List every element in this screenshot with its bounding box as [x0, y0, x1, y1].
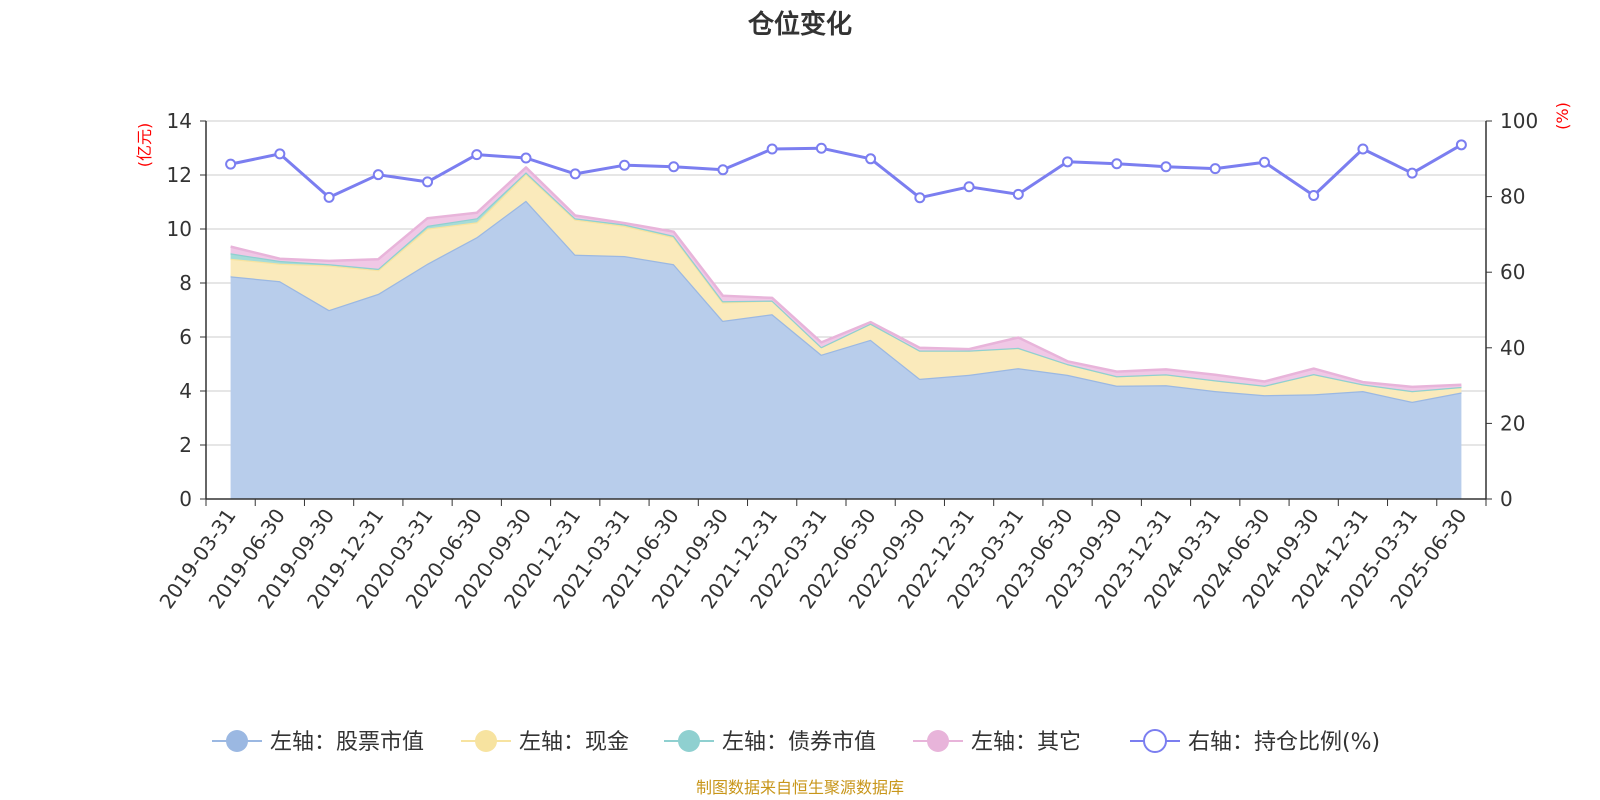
- holding-ratio-point: [668, 161, 680, 173]
- holding-ratio-point: [1111, 158, 1123, 170]
- holding-ratio-point: [422, 176, 434, 188]
- holding-ratio-point: [963, 181, 975, 193]
- area-line-series-4: [230, 166, 1462, 389]
- legend-label-2: 左轴：现金: [519, 730, 629, 755]
- holding-ratio-point: [717, 164, 729, 176]
- holding-ratio-point: [914, 192, 926, 204]
- right-tick-label: 100: [1500, 109, 1538, 133]
- holding-ratio-line: [230, 143, 1463, 200]
- holding-ratio-point: [569, 168, 581, 180]
- holding-ratio-point: [1258, 156, 1270, 168]
- left-tick-label: 0: [179, 487, 192, 511]
- stacked-areas: [230, 166, 1462, 499]
- legend-label-3: 左轴：债券市值: [722, 730, 876, 755]
- area-series-1: [230, 200, 1462, 499]
- legend-marker-1: [226, 730, 248, 752]
- left-tick-label: 10: [167, 217, 192, 241]
- holding-ratio-point: [471, 149, 483, 161]
- right-axis-unit: (%): [1553, 102, 1572, 130]
- holding-ratio-point: [1308, 189, 1320, 201]
- holding-ratio-point: [815, 142, 827, 154]
- holding-ratio-point: [225, 158, 237, 170]
- holding-ratio-series: [225, 139, 1467, 204]
- holding-ratio-point: [520, 152, 532, 164]
- holding-ratio-point: [323, 191, 335, 203]
- holding-ratio-point: [1357, 143, 1369, 155]
- chart-title: 仓位变化: [747, 9, 852, 40]
- holding-ratio-point: [274, 148, 286, 160]
- holding-ratio-point: [1160, 161, 1172, 173]
- holding-ratio-point: [1455, 139, 1467, 151]
- data-source-note: 制图数据来自恒生聚源数据库: [696, 778, 904, 797]
- right-tick-label: 80: [1500, 185, 1525, 209]
- legend: 左轴：股票市值 左轴：现金 左轴：债券市值 左轴：其它 右轴：持仓比例(%): [212, 729, 1380, 755]
- legend-marker-2: [475, 730, 497, 752]
- holding-ratio-point: [372, 169, 384, 181]
- left-tick-label: 14: [167, 109, 192, 133]
- holding-ratio-point: [1012, 188, 1024, 200]
- right-tick-label: 60: [1500, 260, 1525, 284]
- holding-ratio-point: [766, 143, 778, 155]
- left-tick-label: 12: [167, 163, 192, 187]
- legend-label-1: 左轴：股票市值: [270, 730, 424, 755]
- legend-marker-3: [678, 730, 700, 752]
- holding-ratio-point: [1209, 163, 1221, 175]
- legend-marker-5: [1143, 729, 1167, 753]
- left-tick-label: 4: [179, 379, 192, 403]
- area-line-series-1: [230, 199, 1462, 404]
- right-tick-label: 0: [1500, 487, 1513, 511]
- legend-marker-4: [927, 730, 949, 752]
- legend-label-5: 右轴：持仓比例(%): [1188, 730, 1380, 755]
- holding-ratio-point: [865, 153, 877, 165]
- holding-ratio-point: [1406, 167, 1418, 179]
- left-tick-label: 2: [179, 433, 192, 457]
- right-tick-label: 20: [1500, 411, 1525, 435]
- legend-label-4: 左轴：其它: [971, 730, 1081, 755]
- left-axis-unit: (亿元): [135, 123, 154, 168]
- left-tick-label: 8: [179, 271, 192, 295]
- left-tick-label: 6: [179, 325, 192, 349]
- holding-ratio-point: [618, 159, 630, 171]
- right-tick-label: 40: [1500, 336, 1525, 360]
- holding-ratio-point: [1062, 156, 1074, 168]
